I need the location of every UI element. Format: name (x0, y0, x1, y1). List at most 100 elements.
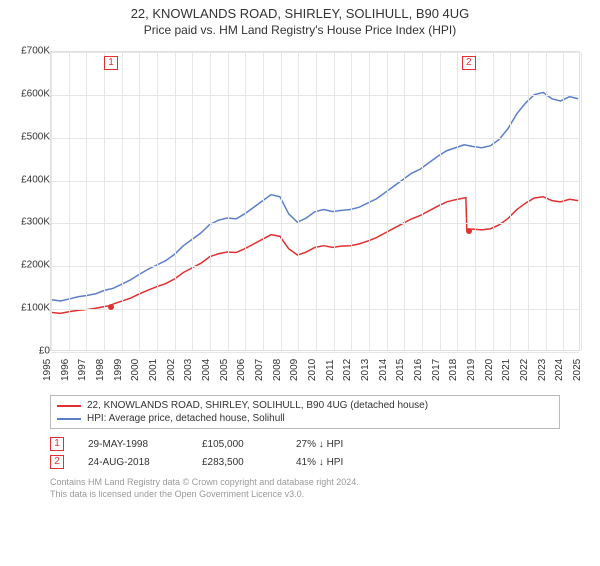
series-line-hpi (52, 92, 578, 301)
sales-date: 24-AUG-2018 (88, 457, 178, 468)
chart-title: 22, KNOWLANDS ROAD, SHIRLEY, SOLIHULL, B… (0, 6, 600, 21)
x-tick-label: 2024 (554, 359, 565, 381)
x-axis: 1995199619971998199920002001200220032004… (50, 353, 580, 393)
sales-date: 29-MAY-1998 (88, 439, 178, 450)
x-tick-label: 2012 (342, 359, 353, 381)
y-tick-label: £100K (6, 303, 50, 314)
x-tick-label: 2006 (236, 359, 247, 381)
gridline-v (281, 52, 282, 350)
x-tick-label: 2000 (130, 359, 141, 381)
y-tick-label: £200K (6, 260, 50, 271)
gridline-v (546, 52, 547, 350)
gridline-h (51, 52, 579, 53)
gridline-v (51, 52, 52, 350)
x-tick-label: 2011 (325, 359, 336, 381)
gridline-v (387, 52, 388, 350)
gridline-v (175, 52, 176, 350)
gridline-h (51, 266, 579, 267)
y-tick-label: £300K (6, 217, 50, 228)
footnote-line: Contains HM Land Registry data © Crown c… (50, 477, 560, 489)
x-tick-label: 2004 (201, 359, 212, 381)
gridline-v (493, 52, 494, 350)
x-tick-label: 1996 (60, 359, 71, 381)
legend-swatch (57, 418, 81, 420)
gridline-v (581, 52, 582, 350)
x-tick-label: 1998 (95, 359, 106, 381)
x-tick-label: 2019 (466, 359, 477, 381)
gridline-v (351, 52, 352, 350)
x-tick-label: 2023 (537, 359, 548, 381)
gridline-v (245, 52, 246, 350)
gridline-v (440, 52, 441, 350)
gridline-v (563, 52, 564, 350)
x-tick-label: 2017 (431, 359, 442, 381)
legend-swatch (57, 405, 81, 407)
gridline-v (369, 52, 370, 350)
x-tick-label: 2015 (395, 359, 406, 381)
legend-label: 22, KNOWLANDS ROAD, SHIRLEY, SOLIHULL, B… (87, 400, 428, 411)
gridline-v (457, 52, 458, 350)
gridline-h (51, 223, 579, 224)
x-tick-label: 2022 (519, 359, 530, 381)
sales-diff: 27% ↓ HPI (296, 439, 376, 450)
gridline-h (51, 181, 579, 182)
y-tick-label: £500K (6, 131, 50, 142)
gridline-v (334, 52, 335, 350)
line-layer (51, 52, 579, 350)
x-tick-label: 2001 (148, 359, 159, 381)
gridline-v (228, 52, 229, 350)
gridline-v (510, 52, 511, 350)
gridline-v (69, 52, 70, 350)
y-tick-label: £700K (6, 46, 50, 57)
legend-label: HPI: Average price, detached house, Soli… (87, 413, 285, 424)
x-tick-label: 2021 (501, 359, 512, 381)
sale-marker-box: 2 (462, 56, 476, 70)
gridline-h (51, 95, 579, 96)
y-tick-label: £400K (6, 174, 50, 185)
gridline-v (263, 52, 264, 350)
gridline-v (210, 52, 211, 350)
gridline-v (475, 52, 476, 350)
gridline-v (528, 52, 529, 350)
series-line-property (52, 197, 578, 314)
x-tick-label: 2010 (307, 359, 318, 381)
sales-marker: 1 (50, 437, 64, 451)
gridline-v (316, 52, 317, 350)
gridline-v (298, 52, 299, 350)
x-tick-label: 2008 (272, 359, 283, 381)
sale-marker-box: 1 (104, 56, 118, 70)
x-tick-label: 2016 (413, 359, 424, 381)
gridline-v (404, 52, 405, 350)
chart-area: £0£100K£200K£300K£400K£500K£600K£700K 12… (40, 41, 600, 391)
y-tick-label: £600K (6, 88, 50, 99)
x-tick-label: 2002 (166, 359, 177, 381)
sales-row: 1 29-MAY-1998 £105,000 27% ↓ HPI (50, 435, 560, 453)
footnote-line: This data is licensed under the Open Gov… (50, 489, 560, 501)
legend-row: 22, KNOWLANDS ROAD, SHIRLEY, SOLIHULL, B… (57, 399, 553, 412)
gridline-v (422, 52, 423, 350)
x-tick-label: 2005 (219, 359, 230, 381)
x-tick-label: 2020 (484, 359, 495, 381)
sales-marker: 2 (50, 455, 64, 469)
sale-marker-dot (466, 228, 472, 234)
sales-price: £105,000 (202, 439, 272, 450)
gridline-v (192, 52, 193, 350)
sales-price: £283,500 (202, 457, 272, 468)
gridline-v (122, 52, 123, 350)
footnote: Contains HM Land Registry data © Crown c… (50, 477, 560, 500)
gridline-v (86, 52, 87, 350)
chart-subtitle: Price paid vs. HM Land Registry's House … (0, 23, 600, 37)
plot-area: 12 (50, 51, 580, 351)
x-tick-label: 2007 (254, 359, 265, 381)
y-tick-label: £0 (6, 346, 50, 357)
x-tick-label: 2018 (448, 359, 459, 381)
legend: 22, KNOWLANDS ROAD, SHIRLEY, SOLIHULL, B… (50, 395, 560, 429)
x-tick-label: 1995 (42, 359, 53, 381)
gridline-v (104, 52, 105, 350)
gridline-v (139, 52, 140, 350)
sales-diff: 41% ↓ HPI (296, 457, 376, 468)
x-tick-label: 1999 (113, 359, 124, 381)
x-tick-label: 2014 (378, 359, 389, 381)
gridline-v (157, 52, 158, 350)
sales-table: 1 29-MAY-1998 £105,000 27% ↓ HPI 2 24-AUG-201… (50, 435, 560, 471)
